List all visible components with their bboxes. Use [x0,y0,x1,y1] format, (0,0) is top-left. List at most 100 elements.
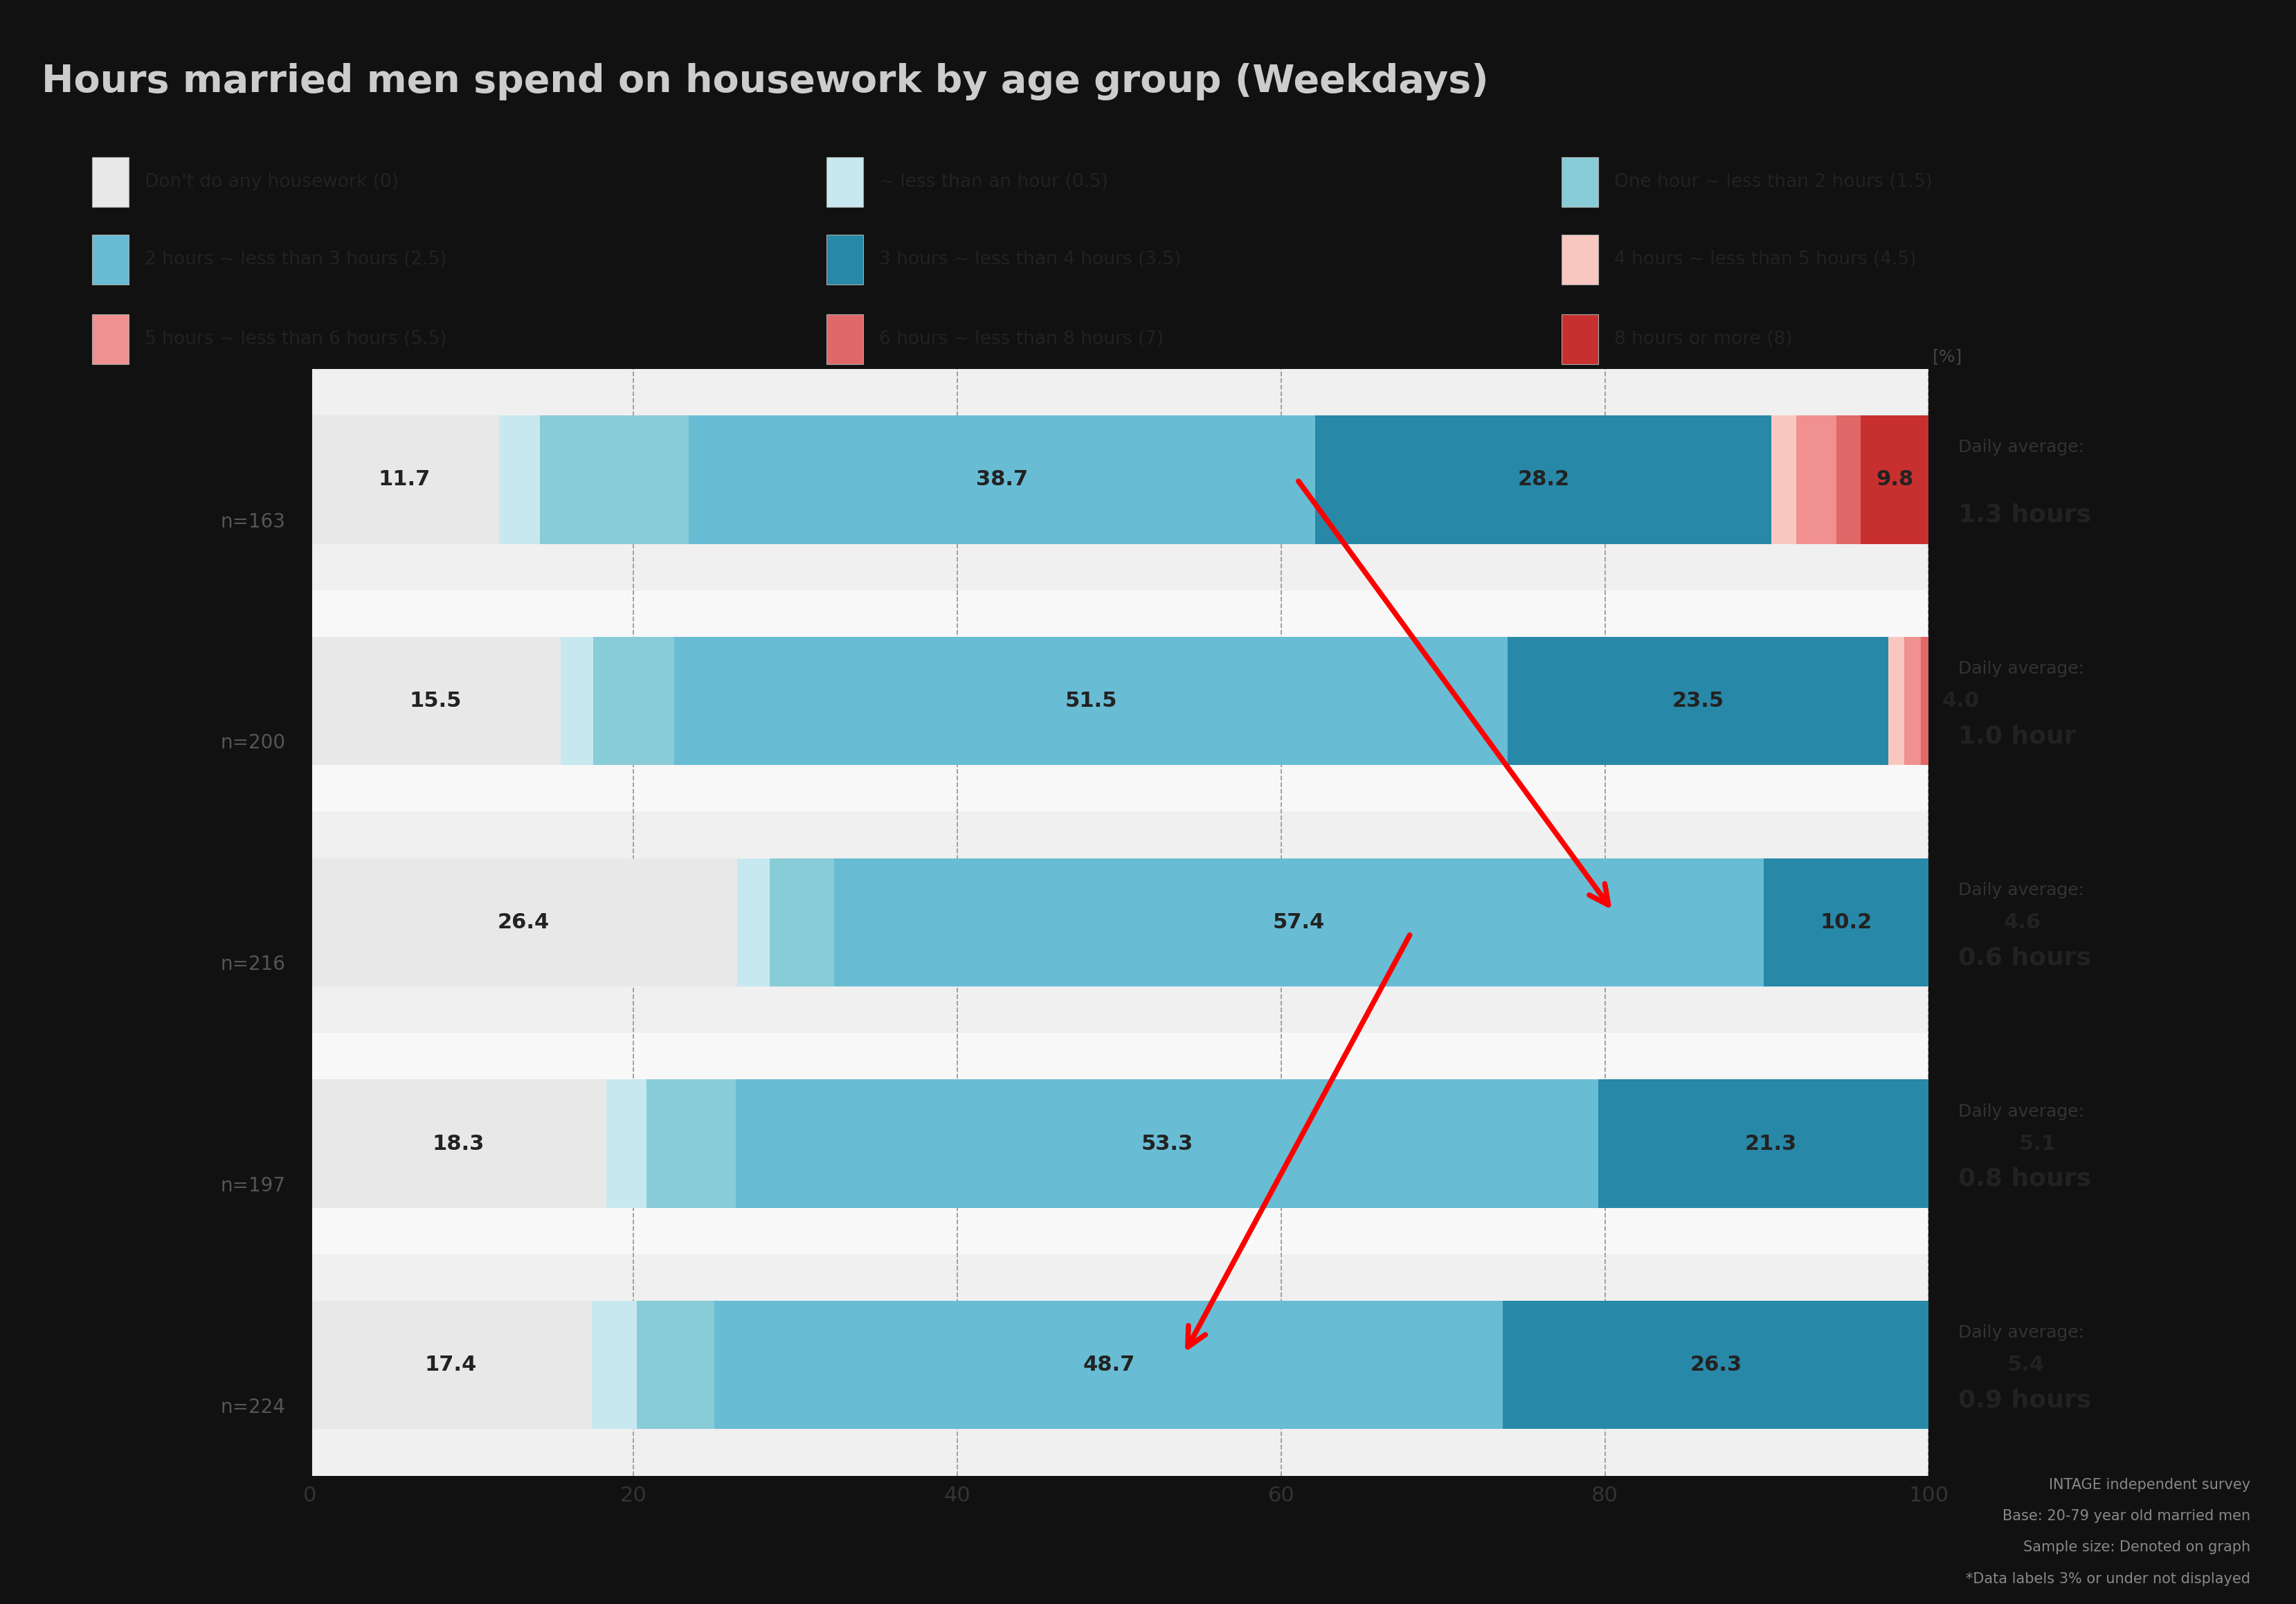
Text: 4.6: 4.6 [2004,913,2041,932]
Bar [1981,1301,2069,1429]
Bar [1795,415,1837,544]
Bar [1998,1079,2080,1208]
Text: Base: 20-79 year old married men: Base: 20-79 year old married men [2002,1509,2250,1524]
Bar [1763,858,1929,986]
Bar [540,415,689,544]
Text: 1.3 hours: 1.3 hours [1958,504,2092,526]
Bar [560,637,592,765]
Text: 26.4: 26.4 [498,913,549,932]
Text: Don't do any housework (0): Don't do any housework (0) [145,173,400,191]
Bar [310,858,737,986]
Text: 5.4: 5.4 [2007,1355,2043,1375]
Bar [310,369,1929,590]
Bar [1929,858,1947,986]
Bar [1947,858,1972,986]
Bar [1942,1079,1963,1208]
Bar [1598,1079,1942,1208]
Bar [310,1079,606,1208]
Text: n=163: n=163 [220,512,285,531]
Text: 40-49y.o.: 40-49y.o. [165,661,285,683]
Text: 20-39y.o.: 20-39y.o. [165,439,285,462]
Bar [689,415,1316,544]
Text: 1.0 hour: 1.0 hour [1958,725,2076,747]
Text: 4.0: 4.0 [1942,691,1979,711]
Bar [714,1301,1504,1429]
Text: 17.4: 17.4 [425,1355,478,1375]
Text: *Data labels 3% or under not displayed: *Data labels 3% or under not displayed [1965,1572,2250,1586]
Text: 53.3: 53.3 [1141,1134,1194,1153]
Bar [498,415,540,544]
Bar [92,314,129,364]
Text: INTAGE independent survey: INTAGE independent survey [2048,1479,2250,1492]
Bar [310,1301,592,1429]
Text: Sample size: Denoted on graph: Sample size: Denoted on graph [2023,1540,2250,1554]
Text: 48.7: 48.7 [1084,1355,1134,1375]
Bar [1903,637,1919,765]
Text: 11.7: 11.7 [379,470,432,489]
Bar [310,812,1929,1033]
Bar [1561,234,1598,284]
Text: 28.2: 28.2 [1518,470,1570,489]
Text: 4 hours ~ less than 5 hours (4.5): 4 hours ~ less than 5 hours (4.5) [1614,250,1917,268]
Text: 15.5: 15.5 [409,691,461,711]
Text: 6 hours ~ less than 8 hours (7): 6 hours ~ less than 8 hours (7) [879,330,1164,348]
Text: Daily average:: Daily average: [1958,1325,2085,1341]
Text: n=216: n=216 [220,954,285,974]
Bar [310,590,1929,812]
Bar [675,637,1508,765]
Bar [310,1033,1929,1254]
Text: 8 hours or more (8): 8 hours or more (8) [1614,330,1793,348]
Bar [1929,637,1993,765]
Text: 9.8: 9.8 [1876,470,1913,489]
Bar [1504,1301,1929,1429]
Text: One hour ~ less than 2 hours (1.5): One hour ~ less than 2 hours (1.5) [1614,173,1933,191]
Bar [310,415,498,544]
Bar [92,234,129,284]
Bar [827,234,863,284]
Text: 70-79y.o.: 70-79y.o. [165,1325,285,1347]
Bar [737,858,769,986]
Bar [1986,858,2060,986]
Text: 5.1: 5.1 [2018,1134,2057,1153]
Bar [310,1254,1929,1476]
Bar [92,157,129,207]
Bar [827,157,863,207]
Bar [735,1079,1598,1208]
Bar [1972,1301,1981,1429]
Text: n=224: n=224 [220,1397,285,1416]
Text: Daily average:: Daily average: [1958,661,2085,677]
Text: 2 hours ~ less than 3 hours (2.5): 2 hours ~ less than 3 hours (2.5) [145,250,448,268]
Bar [1316,415,1773,544]
Text: 57.4: 57.4 [1272,913,1325,932]
Bar [1919,637,1929,765]
Bar [1773,415,1795,544]
Text: Hours married men spend on housework by age group (Weekdays): Hours married men spend on housework by … [41,63,1488,101]
Text: 21.3: 21.3 [1745,1134,1798,1153]
Text: Daily average:: Daily average: [1958,882,2085,898]
Bar [636,1301,714,1429]
Bar [592,1301,636,1429]
Text: 26.3: 26.3 [1690,1355,1743,1375]
Bar [1508,637,1887,765]
Bar [769,858,833,986]
Text: 18.3: 18.3 [432,1134,484,1153]
Text: 0.9 hours: 0.9 hours [1958,1389,2092,1412]
Bar [1860,415,1929,544]
Bar [1837,415,1860,544]
Bar [1887,637,1903,765]
Bar [1947,1301,1972,1429]
Text: 5 hours ~ less than 6 hours (5.5): 5 hours ~ less than 6 hours (5.5) [145,330,448,348]
Text: ~ less than an hour (0.5): ~ less than an hour (0.5) [879,173,1109,191]
Bar [1561,157,1598,207]
Text: 51.5: 51.5 [1065,691,1118,711]
Bar [592,637,675,765]
Bar [1963,1079,1986,1208]
Bar [310,637,560,765]
Bar [1929,1301,1947,1429]
Text: Daily average:: Daily average: [1958,439,2085,456]
Text: n=200: n=200 [220,733,285,752]
Text: Daily average:: Daily average: [1958,1104,2085,1120]
Text: 0.6 hours: 0.6 hours [1958,946,2092,969]
Text: 50-59y.o.: 50-59y.o. [165,882,285,905]
Text: 3 hours ~ less than 4 hours (3.5): 3 hours ~ less than 4 hours (3.5) [879,250,1182,268]
